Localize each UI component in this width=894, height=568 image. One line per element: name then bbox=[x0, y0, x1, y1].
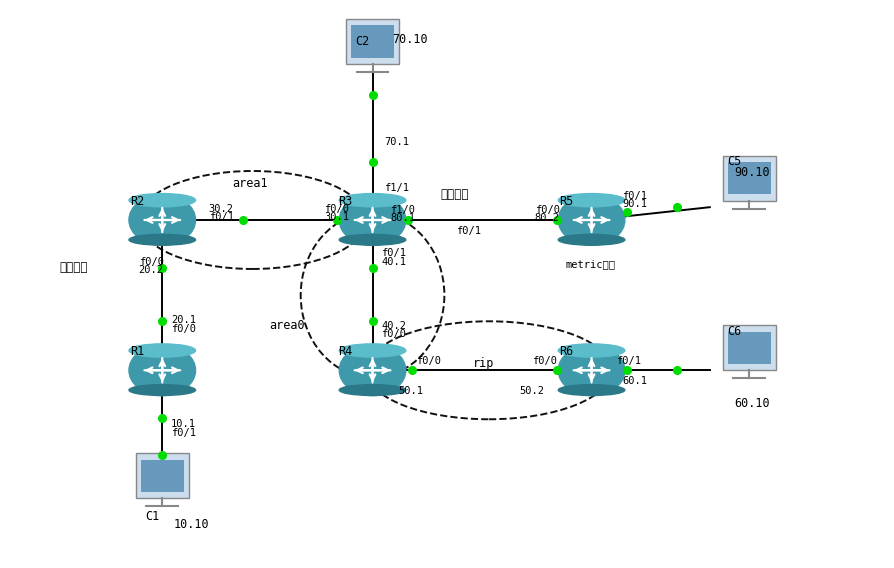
Text: 60.1: 60.1 bbox=[622, 377, 647, 386]
FancyBboxPatch shape bbox=[351, 26, 394, 58]
Text: 70.1: 70.1 bbox=[384, 137, 409, 147]
Text: 90.1: 90.1 bbox=[622, 199, 647, 210]
Text: f0/0: f0/0 bbox=[532, 356, 557, 366]
Ellipse shape bbox=[339, 344, 406, 357]
Text: f0/1: f0/1 bbox=[171, 428, 196, 437]
Text: R4: R4 bbox=[338, 345, 352, 358]
Text: 10.1: 10.1 bbox=[171, 419, 196, 429]
Ellipse shape bbox=[558, 345, 625, 395]
FancyBboxPatch shape bbox=[728, 332, 771, 364]
Text: 90.10: 90.10 bbox=[734, 166, 770, 179]
Ellipse shape bbox=[129, 235, 196, 245]
Ellipse shape bbox=[558, 344, 625, 357]
Text: rip: rip bbox=[473, 357, 494, 370]
FancyBboxPatch shape bbox=[728, 162, 771, 194]
Text: 30.1: 30.1 bbox=[325, 212, 350, 222]
Text: f0/1: f0/1 bbox=[208, 212, 233, 222]
Text: f0/1: f0/1 bbox=[456, 226, 481, 236]
FancyBboxPatch shape bbox=[723, 325, 775, 370]
Text: f0/0: f0/0 bbox=[139, 257, 164, 267]
FancyBboxPatch shape bbox=[346, 19, 399, 64]
Text: area0: area0 bbox=[270, 319, 306, 332]
Text: 10.10: 10.10 bbox=[173, 518, 209, 531]
Text: 40.1: 40.1 bbox=[381, 257, 406, 267]
Text: area1: area1 bbox=[232, 177, 267, 190]
FancyBboxPatch shape bbox=[723, 156, 775, 201]
Text: 60.10: 60.10 bbox=[734, 397, 770, 410]
Text: C5: C5 bbox=[728, 155, 742, 168]
Text: 80.2: 80.2 bbox=[535, 214, 560, 223]
Ellipse shape bbox=[339, 194, 406, 207]
Text: C2: C2 bbox=[355, 35, 369, 48]
Text: f0/1: f0/1 bbox=[622, 191, 647, 201]
Text: f0/0: f0/0 bbox=[171, 324, 196, 333]
Text: f0/0: f0/0 bbox=[535, 205, 560, 215]
Text: f1/0: f1/0 bbox=[390, 205, 415, 215]
Ellipse shape bbox=[129, 345, 196, 395]
Ellipse shape bbox=[339, 235, 406, 245]
Ellipse shape bbox=[339, 345, 406, 395]
Ellipse shape bbox=[129, 344, 196, 357]
Text: 静态路由: 静态路由 bbox=[60, 261, 89, 274]
Text: f1/1: f1/1 bbox=[384, 183, 409, 193]
Text: 20.1: 20.1 bbox=[171, 315, 196, 325]
Text: C1: C1 bbox=[146, 510, 160, 523]
Text: f0/0: f0/0 bbox=[325, 204, 350, 214]
Text: 默认路由: 默认路由 bbox=[440, 189, 468, 202]
Text: R6: R6 bbox=[559, 345, 573, 358]
Text: 70.10: 70.10 bbox=[392, 32, 428, 45]
Text: 50.2: 50.2 bbox=[519, 386, 544, 396]
Text: f0/0: f0/0 bbox=[381, 329, 406, 339]
Ellipse shape bbox=[129, 385, 196, 395]
Text: f0/1: f0/1 bbox=[616, 356, 641, 366]
Ellipse shape bbox=[558, 235, 625, 245]
Ellipse shape bbox=[129, 195, 196, 245]
FancyBboxPatch shape bbox=[136, 453, 189, 498]
Text: 30.2: 30.2 bbox=[208, 204, 233, 214]
Ellipse shape bbox=[339, 385, 406, 395]
Ellipse shape bbox=[129, 194, 196, 207]
Ellipse shape bbox=[558, 194, 625, 207]
Ellipse shape bbox=[558, 385, 625, 395]
Text: 20.2: 20.2 bbox=[139, 265, 164, 275]
Ellipse shape bbox=[339, 195, 406, 245]
Text: R5: R5 bbox=[559, 195, 573, 208]
Text: C6: C6 bbox=[728, 325, 742, 338]
Text: 50.1: 50.1 bbox=[398, 386, 423, 396]
Text: 80.1: 80.1 bbox=[390, 214, 415, 223]
Text: metric跳数: metric跳数 bbox=[565, 260, 615, 270]
Text: f0/0: f0/0 bbox=[417, 356, 442, 366]
Ellipse shape bbox=[558, 195, 625, 245]
Text: f0/1: f0/1 bbox=[381, 248, 406, 258]
Text: R2: R2 bbox=[130, 195, 144, 208]
Text: 40.2: 40.2 bbox=[381, 321, 406, 331]
FancyBboxPatch shape bbox=[140, 460, 184, 492]
Text: R1: R1 bbox=[130, 345, 144, 358]
Text: R3: R3 bbox=[338, 195, 352, 208]
